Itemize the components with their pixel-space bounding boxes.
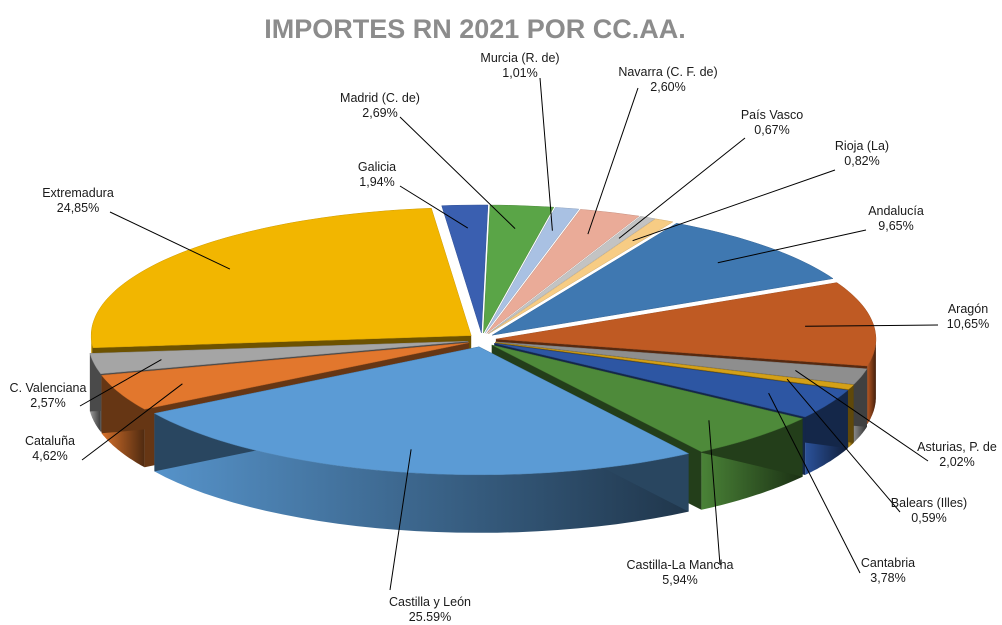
- slice-value-balears-illes: 0,59%: [911, 511, 946, 525]
- slice-navarra-c-f-de: [486, 209, 640, 334]
- slice-extremadura: [90, 208, 472, 349]
- leader-madrid-c-de: [399, 116, 516, 229]
- leader-balears-illes: [786, 378, 901, 513]
- slice-andalucia: [491, 223, 834, 336]
- slice-value-castilla-y-leon: 25.59%: [409, 610, 451, 624]
- leader-rioja-la: [632, 169, 836, 242]
- leader-navarra-c-f-de: [587, 87, 639, 235]
- leader-murcia-r-de: [539, 77, 553, 231]
- chart-title: IMPORTES RN 2021 POR CC.AA.: [264, 14, 686, 44]
- slice-value-castilla-la-mancha: 5,94%: [662, 573, 697, 587]
- leader-lines: [79, 77, 939, 591]
- slice-galicia: [441, 204, 489, 334]
- slice-name-navarra-c-f-de: Navarra (C. F. de): [618, 65, 717, 79]
- slice-pais-vasco: [487, 216, 656, 334]
- slice-aragon: [495, 282, 877, 367]
- slice-name-cataluna: Cataluña: [25, 434, 75, 448]
- slice-value-extremadura: 24,85%: [57, 201, 99, 215]
- slice-madrid-c-de: [483, 204, 555, 334]
- slice-name-balears-illes: Balears (Illes): [891, 496, 967, 510]
- slice-name-cantabria: Cantabria: [861, 556, 915, 570]
- slice-name-galicia: Galicia: [358, 160, 396, 174]
- leader-castilla-y-leon: [389, 449, 412, 591]
- leader-asturias-p-de: [795, 369, 929, 462]
- slice-side-castilla-y-leon: [154, 413, 689, 533]
- slice-value-andalucia: 9,65%: [878, 219, 913, 233]
- slice-value-madrid-c-de: 2,69%: [362, 106, 397, 120]
- slice-name-madrid-c-de: Madrid (C. de): [340, 91, 420, 105]
- slice-value-asturias-p-de: 2,02%: [939, 455, 974, 469]
- slice-cataluna: [101, 342, 470, 410]
- leader-galicia: [399, 185, 469, 229]
- slice-value-c-valenciana: 2,57%: [30, 396, 65, 410]
- slice-name-castilla-la-mancha: Castilla-La Mancha: [627, 558, 734, 572]
- slice-name-pais-vasco: País Vasco: [741, 108, 803, 122]
- slice-castilla-la-mancha: [491, 344, 804, 453]
- slice-value-aragon: 10,65%: [947, 317, 989, 331]
- leader-andalucia: [717, 229, 867, 264]
- slice-name-andalucia: Andalucía: [868, 204, 924, 218]
- leader-cantabria: [768, 392, 861, 574]
- slice-name-rioja-la: Rioja (La): [835, 139, 889, 153]
- slice-value-pais-vasco: 0,67%: [754, 123, 789, 137]
- pie-slices: [89, 204, 877, 476]
- slice-name-murcia-r-de: Murcia (R. de): [480, 51, 559, 65]
- leader-extremadura: [109, 211, 231, 270]
- leader-castilla-la-mancha: [708, 420, 721, 566]
- leader-aragon: [805, 324, 939, 327]
- slice-name-castilla-y-leon: Castilla y León: [389, 595, 471, 609]
- slice-value-cantabria: 3,78%: [870, 571, 905, 585]
- slice-balears-illes: [495, 342, 855, 390]
- slice-value-galicia: 1,94%: [359, 175, 394, 189]
- slice-rioja-la: [488, 218, 674, 335]
- leader-cataluna: [81, 383, 183, 461]
- slice-name-aragon: Aragón: [948, 302, 988, 316]
- slice-murcia-r-de: [484, 207, 580, 334]
- slice-asturias-p-de: [495, 341, 868, 385]
- slice-cantabria: [494, 343, 849, 418]
- slice-name-c-valenciana: C. Valenciana: [10, 381, 87, 395]
- slice-castilla-y-leon: [153, 346, 690, 476]
- slice-value-navarra-c-f-de: 2,60%: [650, 80, 685, 94]
- slice-value-cataluna: 4,62%: [32, 449, 67, 463]
- slice-c-valenciana: [89, 340, 469, 375]
- slice-value-murcia-r-de: 1,01%: [502, 66, 537, 80]
- slice-name-asturias-p-de: Asturias, P. de: [917, 440, 997, 454]
- leader-c-valenciana: [79, 359, 162, 407]
- leader-pais-vasco: [618, 137, 746, 239]
- slice-name-extremadura: Extremadura: [42, 186, 114, 200]
- slice-value-rioja-la: 0,82%: [844, 154, 879, 168]
- slice-side-aragon: [867, 339, 876, 424]
